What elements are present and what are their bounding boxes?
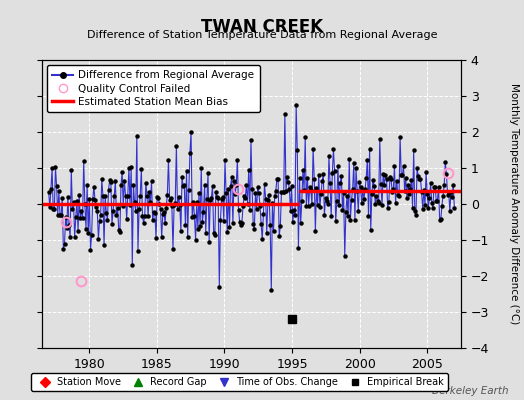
Text: Berkeley Earth: Berkeley Earth (432, 386, 508, 396)
Text: TWAN CREEK: TWAN CREEK (201, 18, 323, 36)
Legend: Difference from Regional Average, Quality Control Failed, Estimated Station Mean: Difference from Regional Average, Qualit… (47, 65, 259, 112)
Text: Difference of Station Temperature Data from Regional Average: Difference of Station Temperature Data f… (87, 30, 437, 40)
Legend: Station Move, Record Gap, Time of Obs. Change, Empirical Break: Station Move, Record Gap, Time of Obs. C… (31, 373, 448, 391)
Y-axis label: Monthly Temperature Anomaly Difference (°C): Monthly Temperature Anomaly Difference (… (509, 83, 519, 325)
